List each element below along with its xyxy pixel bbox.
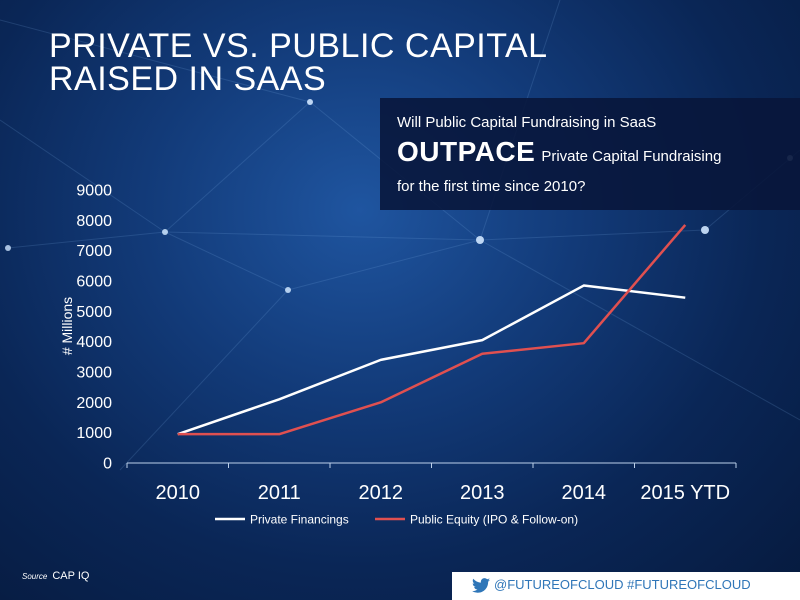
- y-tick-label: 9000: [76, 183, 112, 200]
- x-tick-label: 2013: [460, 482, 505, 504]
- series-line: [177, 284, 686, 436]
- callout-line-1: Will Public Capital Fundraising in SaaS: [397, 114, 657, 131]
- y-tick-label: 1000: [76, 425, 112, 442]
- series-line: [177, 224, 687, 436]
- x-tick-label: 2015 YTD: [640, 482, 730, 504]
- callout-emphasis: OUTPACE: [397, 136, 536, 167]
- question-callout: Will Public Capital Fundraising in SaaS …: [380, 98, 800, 210]
- y-axis-label: # Millions: [59, 297, 75, 355]
- callout-line-2: OUTPACE Private Capital Fundraising: [397, 136, 721, 168]
- source-note: Source CAP IQ: [22, 570, 89, 582]
- y-axis: 0 1000 2000 3000 4000 5000 6000 7000 8000 9000 # M…: [59, 183, 112, 473]
- twitter-bird-icon: [472, 578, 490, 593]
- y-tick-label: 6000: [76, 274, 112, 291]
- source-text: CAP IQ: [52, 570, 90, 582]
- footer-bar: @FUTUREOFCLOUD #FUTUREOFCLOUD: [452, 572, 800, 600]
- y-tick-label: 4000: [76, 334, 112, 351]
- callout-line-3: for the first time since 2010?: [397, 178, 586, 195]
- y-tick-label: 2000: [76, 395, 112, 412]
- title-line-1: PRIVATE VS. PUBLIC CAPITAL: [49, 27, 548, 65]
- x-tick-label: 2012: [359, 482, 404, 504]
- y-tick-label: 8000: [76, 213, 112, 230]
- x-tick-label: 2014: [562, 482, 607, 504]
- y-tick-label: 5000: [76, 304, 112, 321]
- title-line-2: RAISED IN SAAS: [49, 60, 327, 98]
- y-tick-label: 7000: [76, 243, 112, 260]
- chart-series: [177, 224, 687, 436]
- y-tick-label: 0: [103, 456, 112, 473]
- slide-title: PRIVATE VS. PUBLIC CAPITAL RAISED IN SAA…: [49, 27, 548, 98]
- x-tick-label: 2011: [258, 482, 301, 504]
- legend-label: Public Equity (IPO & Follow-on): [410, 513, 578, 527]
- source-label: Source: [22, 572, 48, 581]
- footer-hashtags: @FUTUREOFCLOUD #FUTUREOFCLOUD: [494, 577, 751, 592]
- callout-line-2-rest: Private Capital Fundraising: [541, 148, 722, 165]
- y-tick-label: 3000: [76, 365, 112, 382]
- x-axis: 2010 2011 2012 2013 2014 2015 YTD: [126, 462, 737, 504]
- x-tick-label: 2010: [156, 482, 201, 504]
- legend-label: Private Financings: [250, 513, 349, 527]
- chart-legend: Private Financings Public Equity (IPO & F…: [215, 513, 578, 527]
